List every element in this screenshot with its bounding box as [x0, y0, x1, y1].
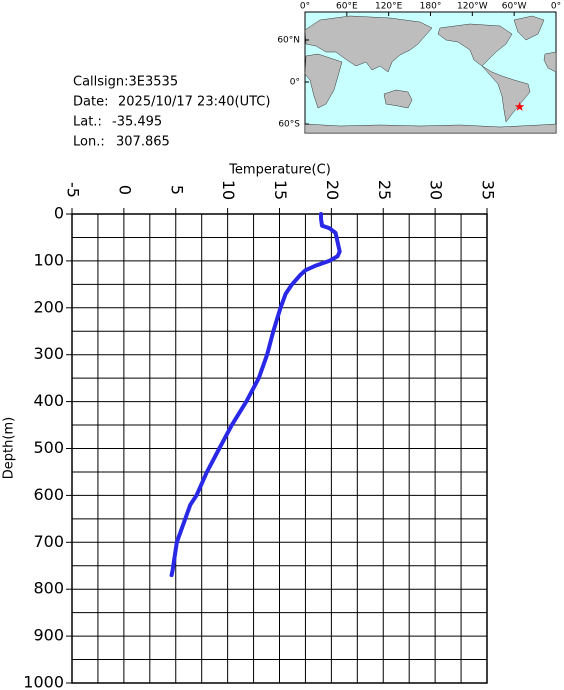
x-axis-label: Temperature(C) — [228, 163, 331, 178]
y-tick-label: 800 — [33, 579, 64, 598]
x-tick-label: 5 — [167, 185, 186, 195]
x-tick-label: 30 — [427, 180, 446, 200]
map-lon-label: 60°E — [336, 2, 358, 12]
y-tick-label: 100 — [33, 250, 64, 269]
map-lon-label: 0° — [551, 2, 561, 12]
callsign: Callsign:3E3535 — [73, 75, 178, 90]
x-tick-label: 15 — [271, 180, 290, 200]
lon: 307.865 — [116, 135, 170, 150]
lon-label: Lon.: — [73, 135, 105, 150]
x-tick-label: 35 — [479, 180, 498, 200]
y-tick-label: 300 — [33, 344, 64, 363]
station-info: Callsign:3E3535 Date: 2025/10/17 23:40(U… — [73, 75, 270, 150]
y-tick-label: 500 — [33, 438, 64, 457]
x-tick-label: -5 — [64, 182, 83, 198]
x-tick-label: 20 — [323, 180, 342, 200]
y-tick-label: 1000 — [23, 673, 64, 690]
x-tick-label: 25 — [375, 180, 394, 200]
y-axis-label: Depth(m) — [2, 417, 17, 479]
date-label: Date: — [73, 95, 108, 110]
station-marker — [514, 101, 525, 111]
y-tick-label: 200 — [33, 297, 64, 316]
map-lon-label: 60°W — [502, 2, 527, 12]
x-tick-label: 10 — [219, 180, 238, 200]
y-tick-label: 400 — [33, 391, 64, 410]
lat-label: Lat.: — [73, 115, 102, 130]
land — [304, 15, 557, 134]
profile-chart: -5 0 5 10 15 20 25 30 35010020030040050060070080… — [2, 163, 498, 690]
y-tick-label: 0 — [54, 204, 64, 223]
map-lon-label: 180° — [420, 2, 442, 12]
map-lon-label: 120°E — [375, 2, 403, 12]
date: 2025/10/17 23:40(UTC) — [118, 95, 270, 110]
map-lat-label: 60°S — [278, 120, 300, 130]
map-lon-label: 0° — [300, 2, 310, 12]
lat: -35.495 — [112, 115, 162, 130]
map-lat-label: 60°N — [277, 36, 300, 46]
y-tick-label: 900 — [33, 626, 64, 645]
y-tick-label: 700 — [33, 532, 64, 551]
map-lon-label: 120°W — [457, 2, 488, 12]
temperature-profile — [169, 212, 342, 578]
map: 0° 60°E 120°E 180° 120°W 60°W 0° 60°N 0° 60°S — [277, 2, 561, 134]
y-tick-label: 600 — [33, 485, 64, 504]
map-lat-label: 0° — [290, 78, 300, 88]
x-tick-label: 0 — [115, 185, 134, 195]
